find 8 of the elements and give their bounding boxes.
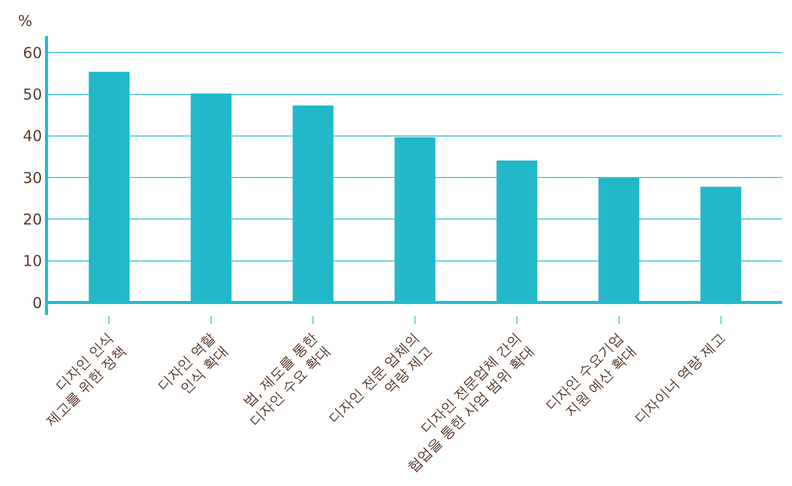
y-tick-label: 20 (22, 210, 42, 228)
y-tick-label: 10 (22, 252, 42, 270)
y-tick-label: 30 (22, 168, 42, 187)
y-tick-label: 50 (22, 86, 42, 104)
y-axis-title: % (18, 12, 32, 30)
y-tick-label: 40 (22, 127, 42, 146)
y-tick-label: 60 (22, 44, 42, 62)
y-tick-label: 0 (32, 294, 42, 312)
